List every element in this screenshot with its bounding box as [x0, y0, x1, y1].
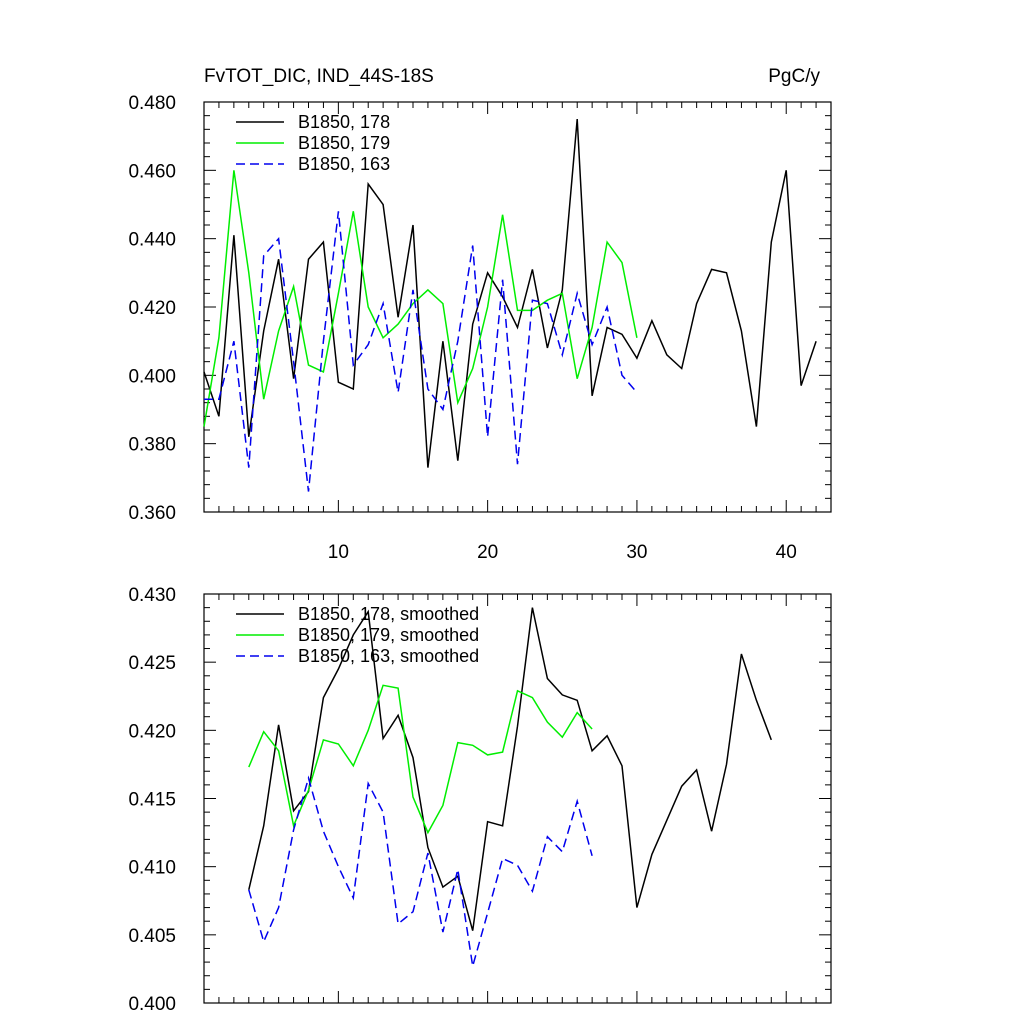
- x-tick-label: 10: [328, 542, 349, 563]
- series-line-2: [248, 684, 593, 835]
- top-panel: 10 20 30 40 0.360 0.380 0.400 0.420 0.440 0.460 0.…: [128, 93, 832, 563]
- x-tick-label: 20: [477, 542, 498, 563]
- legend-label-3: B1850, 163: [298, 154, 390, 174]
- y-tick-label: 0.430: [128, 585, 176, 606]
- y-tick-label: 0.400: [128, 366, 176, 387]
- x-tick-label: 40: [776, 542, 797, 563]
- legend-label-2: B1850, 179: [298, 133, 390, 153]
- legend-label-1: B1850, 178: [298, 112, 390, 132]
- legend-label-2: B1850, 179, smoothed: [298, 625, 479, 645]
- x-tick-label: 30: [626, 542, 647, 563]
- series-line-1: [203, 119, 817, 468]
- y-tick-label: 0.415: [128, 790, 176, 811]
- y-tick-label: 0.405: [128, 926, 176, 947]
- bottom-panel: 0.400 0.405 0.410 0.415 0.420 0.425 0.430 B1850…: [128, 585, 832, 1015]
- y-tick-label: 0.380: [128, 435, 176, 456]
- legend-label-3: B1850, 163, smoothed: [298, 646, 479, 666]
- series-line-3: [248, 775, 593, 967]
- y-tick-label: 0.440: [128, 230, 176, 251]
- y-tick-label: 0.420: [128, 298, 176, 319]
- y-tick-label: 0.420: [128, 721, 176, 742]
- legend-label-1: B1850, 178, smoothed: [298, 604, 479, 624]
- series-line-1: [248, 607, 773, 931]
- chart-title: FvTOT_DIC, IND_44S-18S: [204, 66, 434, 87]
- series-line-2: [203, 170, 638, 427]
- y-tick-label: 0.460: [128, 161, 176, 182]
- y-tick-label: 0.410: [128, 858, 176, 879]
- y-tick-label: 0.480: [128, 93, 176, 114]
- y-tick-label: 0.360: [128, 503, 176, 524]
- chart-units: PgC/y: [768, 66, 820, 87]
- y-tick-label: 0.425: [128, 653, 176, 674]
- y-tick-label: 0.400: [128, 994, 176, 1015]
